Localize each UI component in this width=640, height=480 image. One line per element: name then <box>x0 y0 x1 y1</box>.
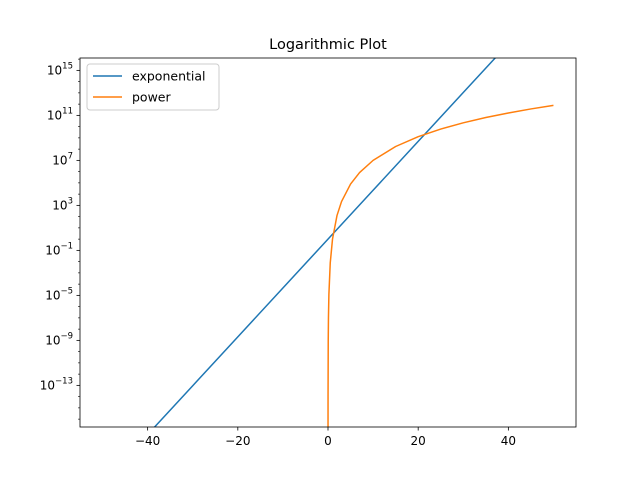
legend-label-exponential: exponential <box>132 69 206 84</box>
x-tick-label: −40 <box>135 434 160 448</box>
x-tick-label: 20 <box>411 434 426 448</box>
x-tick-label: 0 <box>324 434 332 448</box>
y-axis: 10−13 10−9 10−5 10−1 103 107 1011 1015 <box>40 58 80 420</box>
legend: exponential power <box>86 63 220 111</box>
y-tick-label: 10−1 <box>45 241 73 257</box>
y-tick-label: 1011 <box>47 106 73 122</box>
y-tick-label: 10−9 <box>45 331 73 347</box>
y-tick-label: 107 <box>52 151 73 167</box>
series-line-exponential <box>153 58 497 427</box>
y-tick-label: 10−13 <box>40 376 73 392</box>
y-tick-label: 10−5 <box>45 286 73 302</box>
x-tick-label: 40 <box>501 434 516 448</box>
x-axis: −40 −20 0 20 40 <box>135 427 516 448</box>
legend-label-power: power <box>132 90 171 105</box>
series-line-power <box>327 104 554 427</box>
y-tick-label: 1015 <box>47 61 73 77</box>
x-tick-label: −20 <box>225 434 250 448</box>
chart-title: Logarithmic Plot <box>269 37 387 53</box>
y-tick-label: 103 <box>52 196 73 212</box>
